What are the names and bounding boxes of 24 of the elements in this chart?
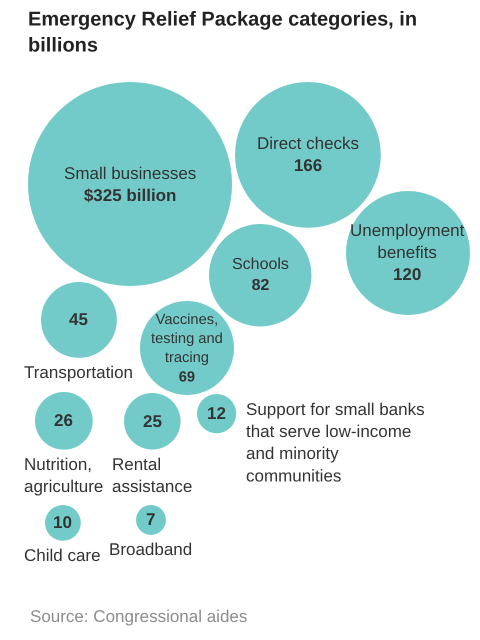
category-label: Rental assistance: [112, 455, 192, 496]
data-label: $325 billion: [84, 186, 176, 206]
category-label: Child care: [24, 546, 101, 565]
data-label: 120: [392, 265, 422, 284]
data-label: 45: [69, 310, 88, 329]
category-label: Vaccines, testing and tracing: [151, 312, 223, 366]
data-label: 82: [252, 276, 270, 294]
text: Emergency Relief Package categories, in billions: [28, 8, 418, 57]
data-label: 12: [207, 404, 226, 423]
category-label: Transportation: [24, 363, 133, 382]
data-label: 26: [54, 411, 73, 430]
data-label: 25: [143, 412, 162, 431]
category-label: Schools: [232, 256, 289, 273]
category-label: Support for small banks that serve low-income and minority communities: [246, 400, 425, 486]
data-label: 166: [294, 156, 322, 176]
data-label: 10: [53, 513, 72, 532]
category-label: Small businesses: [64, 164, 196, 183]
data-label: 69: [178, 369, 196, 386]
category-label: Broadband: [109, 540, 192, 559]
category-label: Direct checks: [257, 134, 360, 153]
category-label: Unemployment benefits: [350, 221, 465, 262]
data-label: 7: [146, 510, 156, 529]
category-label: Nutrition, agriculture: [24, 455, 104, 496]
source-note: Source: Congressional aides: [30, 607, 248, 626]
